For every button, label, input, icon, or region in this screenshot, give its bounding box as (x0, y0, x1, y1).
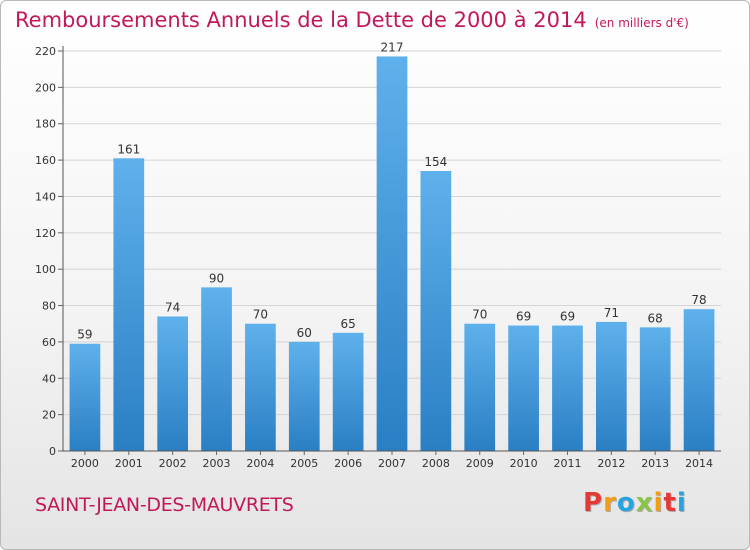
bar-value-label: 69 (560, 310, 575, 324)
y-tick-label: 180 (35, 118, 56, 131)
bar-value-label: 68 (648, 311, 663, 325)
bar-value-label: 71 (604, 306, 619, 320)
chart-title: Remboursements Annuels de la Dette de 20… (15, 8, 689, 32)
bar-value-label: 74 (165, 300, 180, 314)
y-tick-label: 220 (35, 45, 56, 58)
bar-value-label: 154 (424, 155, 447, 169)
y-tick-label: 140 (35, 190, 56, 203)
x-tick-label: 2004 (246, 457, 274, 470)
y-tick-label: 60 (42, 336, 56, 349)
x-tick-label: 2009 (466, 457, 494, 470)
y-tick-label: 100 (35, 263, 56, 276)
x-tick-label: 2003 (203, 457, 231, 470)
bar-value-label: 59 (77, 328, 92, 342)
x-tick-label: 2007 (378, 457, 406, 470)
x-tick-label: 2010 (510, 457, 538, 470)
brand-letter: i (676, 488, 687, 518)
bar-2009 (464, 323, 496, 451)
bar-value-label: 161 (117, 142, 140, 156)
bar-2014 (683, 309, 715, 451)
y-tick-label: 40 (42, 372, 56, 385)
y-tick-label: 80 (42, 300, 56, 313)
x-tick-label: 2006 (334, 457, 362, 470)
bar-value-label: 70 (253, 308, 268, 322)
x-tick-label: 2005 (290, 457, 318, 470)
brand-letter: i (653, 488, 664, 518)
bar-2001 (113, 158, 145, 452)
x-tick-label: 2001 (115, 457, 143, 470)
x-tick-label: 2014 (685, 457, 713, 470)
y-tick-label: 0 (49, 445, 56, 458)
y-tick-label: 200 (35, 81, 56, 94)
bar-value-label: 217 (381, 40, 404, 54)
x-tick-label: 2013 (641, 457, 669, 470)
bar-2012 (595, 321, 627, 451)
brand-letter: r (603, 488, 617, 518)
x-tick-label: 2012 (597, 457, 625, 470)
y-tick-label: 20 (42, 409, 56, 422)
bar-value-label: 69 (516, 310, 531, 324)
brand-letter: o (616, 488, 636, 518)
brand-letter: x (635, 488, 654, 518)
proxiti-logo: Proxiti (583, 488, 687, 518)
x-tick-label: 2011 (553, 457, 581, 470)
bar-2008 (420, 171, 452, 451)
bar-value-label: 90 (209, 271, 224, 285)
chart-subtitle: (en milliers d'€) (594, 16, 689, 30)
x-tick-label: 2002 (159, 457, 187, 470)
brand-letter: P (583, 488, 604, 518)
bar-2003 (201, 287, 232, 451)
bar-2013 (639, 327, 671, 451)
y-tick-label: 160 (35, 154, 56, 167)
x-tick-label: 2008 (422, 457, 450, 470)
bar-value-label: 60 (297, 326, 312, 340)
bar-value-label: 70 (472, 308, 487, 322)
commune-name: SAINT-JEAN-DES-MAUVRETS (35, 494, 294, 516)
bar-2011 (552, 325, 583, 451)
bar-2004 (245, 323, 276, 451)
bar-2005 (288, 341, 320, 451)
bar-2007 (376, 56, 408, 452)
brand-letter: t (663, 488, 677, 518)
bar-2006 (332, 332, 364, 451)
y-tick-label: 120 (35, 227, 56, 240)
bar-2010 (508, 325, 539, 451)
bar-value-label: 78 (691, 293, 706, 307)
bar-value-label: 65 (340, 317, 355, 331)
x-tick-label: 2000 (71, 457, 99, 470)
bar-2000 (69, 343, 101, 451)
bar-2002 (157, 316, 189, 451)
